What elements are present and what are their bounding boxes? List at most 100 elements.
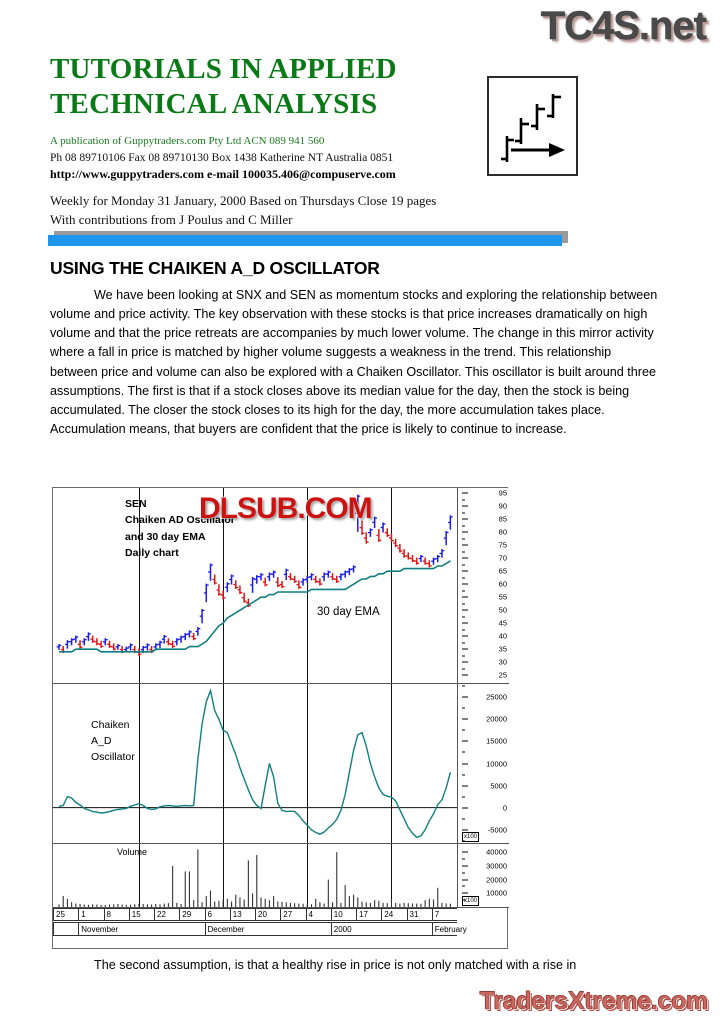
date-axis-label: 22 [154,909,179,920]
axis-minor-tick [462,512,465,514]
axis-minor-tick [462,885,465,887]
axis-minor-tick [462,685,465,687]
vol-gridline [223,844,224,907]
axis-minor-tick [462,858,465,860]
web-email-line[interactable]: http://www.guppytraders.com e-mail 10003… [50,166,396,181]
axis-minor-tick [462,729,465,731]
axis-tick-label: 30 [498,657,507,667]
date-axis-label: 13 [229,909,255,920]
site-logo-tc4s: TC4S.net [540,4,707,48]
chart-panel-price: SEN Chaiken AD Oscillator and 30 day EMA… [53,488,509,684]
page-title-line-2: TECHNICAL ANALYSIS [50,88,378,121]
axis-minor-tick [462,774,465,776]
axis-minor-tick [462,518,465,520]
axis-tick-mark [462,596,468,598]
axis-tick-label: 25000 [486,692,507,702]
sen-chaiken-chart[interactable]: SEN Chaiken AD Oscillator and 30 day EMA… [52,487,509,949]
axis-tick-mark [462,505,468,507]
axis-tick-mark [462,879,468,881]
month-axis-label: 2000 [330,923,432,935]
volume-axis: x100 40000 30000 20000 10000 [457,844,509,907]
date-axis-label: 6 [204,909,230,920]
axis-minor-tick [462,538,465,540]
axis-tick-mark [462,557,468,559]
osc-annotation-line-2: A_D [91,734,112,747]
oscillator-axis: x100 25000 20000 15000 10000 5000 0 -5000 [457,684,509,843]
price-axis: 95 90 85 80 75 70 65 60 55 50 45 40 35 30 25 [457,488,509,683]
chart-panel-oscillator: Chaiken A_D Oscillator x100 25000 20000 15… [53,684,509,844]
osc-gridline [307,684,308,843]
date-axis-label: 17 [356,909,381,920]
axis-minor-tick [462,525,465,527]
axis-minor-tick [462,590,465,592]
axis-tick-mark [462,635,468,637]
axis-minor-tick [462,829,465,831]
axis-minor-tick [462,531,465,533]
chart-panel-volume: Volume x100 40000 30000 20000 10000 [53,844,509,908]
article-tail-text: The second assumption, is that a healthy… [94,958,577,972]
osc-annotation-line-1: Chaiken [91,719,130,731]
price-plot-area [53,488,457,683]
chart-title-line-1: SEN [125,498,147,510]
chart-date-axis: 25 1 8 15 22 29 6 13 20 27 4 10 17 24 31 7 November Dece… [53,908,509,949]
osc-gridline [391,684,392,843]
axis-minor-tick [462,648,465,650]
axis-minor-tick [462,629,465,631]
osc-gridline [223,684,224,843]
publication-line: A publication of Guppytraders.com Pty Lt… [50,135,325,147]
axis-tick-label: 20000 [486,875,507,885]
axis-tick-label: 10000 [486,888,507,898]
axis-minor-tick [462,668,465,670]
chart-title-line-4: Daily chart [125,546,179,559]
date-axis-label: 1 [78,909,103,920]
axis-tick-mark [462,492,468,494]
axis-tick-label: 25 [498,670,507,680]
date-axis-label: 7 [431,909,457,920]
article-body: We have been looking at SNX and SEN as m… [50,286,662,439]
axis-minor-tick [462,865,465,867]
axis-minor-tick [462,609,465,611]
osc-gridline [139,684,140,843]
axis-minor-tick [462,596,465,598]
bar-chart-logo-icon [487,76,578,176]
date-axis-label: 20 [255,909,280,920]
date-axis-label: 24 [381,909,406,920]
axis-minor-tick [462,718,465,720]
axis-tick-label: 85 [498,514,507,524]
axis-minor-tick [462,492,465,494]
date-axis-label: 4 [305,909,331,920]
axis-minor-tick [462,499,465,501]
month-axis-label: November [78,923,204,935]
contact-line: Ph 08 89710106 Fax 08 89710130 Box 1438 … [50,151,394,164]
chart-title-line-3: and 30 day EMA [125,530,206,543]
axis-minor-tick [462,505,465,507]
axis-tick-label: 50 [498,605,507,615]
axis-minor-tick [462,551,465,553]
article-body-text: We have been looking at SNX and SEN as m… [50,288,658,436]
axis-tick-label: 0 [502,803,507,813]
oscillator-multiplier-badge: x100 [461,832,479,842]
axis-minor-tick [462,557,465,559]
issue-line: Weekly for Monday 31 January, 2000 Based… [50,193,437,208]
price-gridline [139,488,140,683]
axis-tick-mark [462,518,468,520]
watermark-dlsub: DLSUB.COM [198,491,373,525]
bar-chart-logo-svg [501,94,565,162]
month-axis-label: February [431,923,467,935]
axis-tick-label: 35 [498,644,507,654]
vol-gridline [391,844,392,907]
month-row: November December 2000 February [53,922,467,936]
price-bars-svg [56,494,453,656]
date-axis-label: 10 [330,909,356,920]
axis-tick-label: 95 [498,488,507,498]
axis-tick-mark [462,892,468,894]
axis-tick-mark [462,740,468,742]
axis-tick-mark [462,570,468,572]
axis-minor-tick [462,583,465,585]
axis-tick-label: 20000 [486,714,507,724]
axis-minor-tick [462,785,465,787]
month-axis-label [53,923,78,935]
axis-minor-tick [462,763,465,764]
axis-minor-tick [462,661,465,663]
date-axis-label: 15 [128,909,154,920]
